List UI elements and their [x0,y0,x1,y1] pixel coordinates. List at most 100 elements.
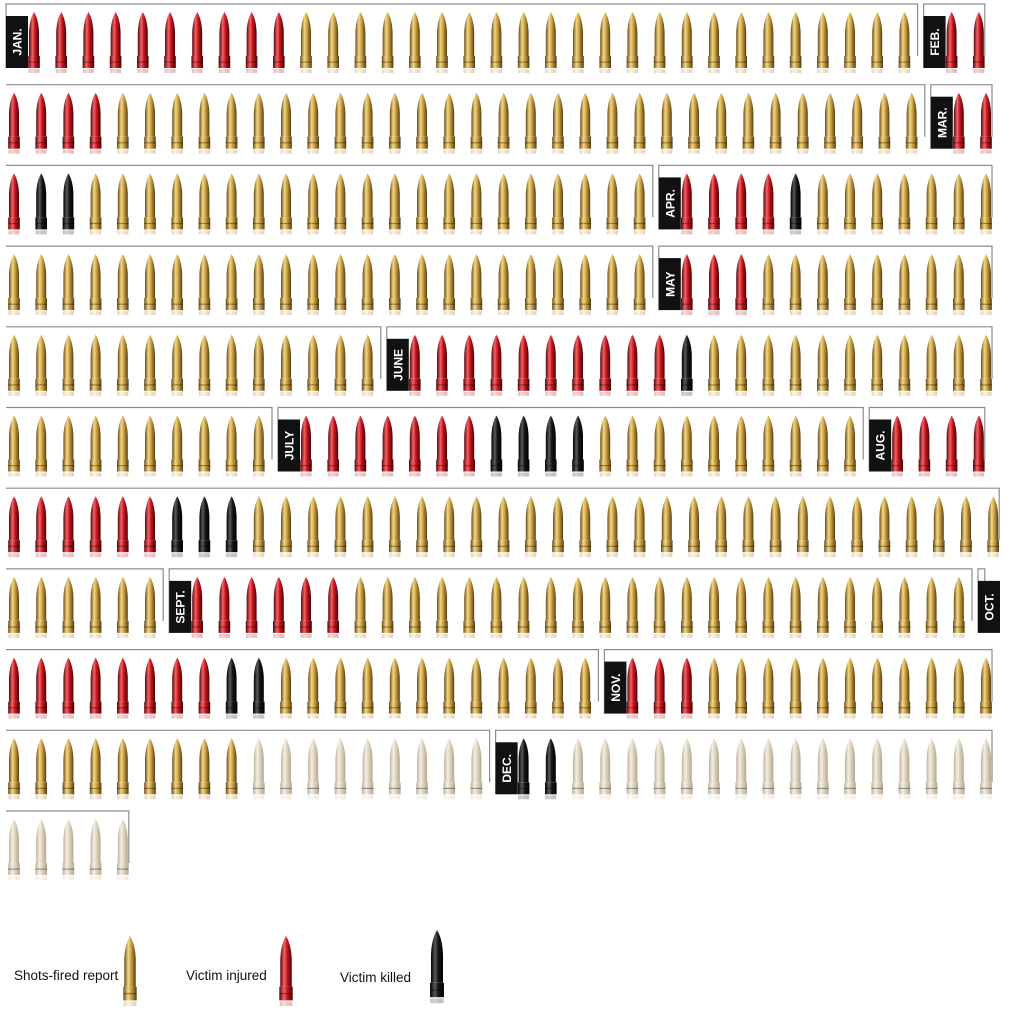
bullet-faded [416,738,428,800]
bullet-injured [681,657,693,719]
month-bracket-line [6,406,273,460]
bullet-injured [681,173,693,235]
bullet-injured [62,92,75,154]
bullet-shots-fired [735,576,747,638]
bullet-shots-fired [470,254,483,316]
bullet-shots-fired [198,415,211,477]
bullet-shots-fired [144,576,156,638]
bullet-shots-fired [688,92,700,154]
bullet-faded [980,738,992,800]
bullet-shots-fired [409,12,421,73]
bullet-shots-fired [389,496,401,558]
bullet-shots-fired [762,12,775,73]
bullet-shots-fired [762,415,775,477]
bullet-shots-fired [252,92,265,154]
bullet-shots-fired [844,334,856,396]
bullet-shots-fired [824,496,836,558]
bullet-shots-fired [572,12,584,73]
bullet-shots-fired [334,173,347,235]
bullet-shots-fired [280,496,292,558]
bullet-shots-fired [436,576,448,638]
bullet-injured [327,415,339,477]
bullet-faded [280,738,292,800]
bullet-faded [443,738,455,800]
month-label-mar: MAR. [930,96,953,149]
bullet-injured [8,173,20,235]
bullet-injured [490,334,503,396]
bullet-shots-fired [953,657,965,719]
bullet-shots-fired [416,92,428,154]
bullet-injured [144,657,156,719]
bullet-injured [973,415,985,477]
bullet-injured [300,576,312,638]
bullet-shots-fired [389,92,401,154]
bullet-shots-fired [789,254,802,316]
bullet-shots-fired [361,496,374,558]
bullet-injured [945,12,958,73]
bullet-shots-fired [280,334,292,396]
svg-text:DEC.: DEC. [500,754,514,783]
bullet-shots-fired [198,92,211,154]
bullet-shots-fired [416,254,428,316]
bullet-shots-fired [144,173,156,235]
bullet-injured [436,334,448,396]
bullet-shots-fired [307,92,319,154]
legend-black-bullet [430,930,444,1004]
bullet-faded [898,738,911,800]
bullet-shots-fired [252,334,265,396]
bullet-shots-fired [769,496,782,558]
bullet-shots-fired [280,173,292,235]
bullet-shots-fired [443,657,455,719]
bullet-shots-fired [871,576,883,638]
bullet-shots-fired [361,657,374,719]
bullet-shots-fired [443,92,455,154]
bullet-injured [708,173,720,235]
bullet-faded [470,738,483,800]
bullet-injured [8,496,20,558]
bullet-shots-fired [525,657,537,719]
bullet-faded [626,738,639,800]
bullet-faded [871,738,883,800]
bullet-shots-fired [525,92,537,154]
bullet-shots-fired [960,496,972,558]
month-bracket-line [6,649,599,702]
bullet-shots-fired [117,92,129,154]
bullet-shots-fired [606,496,619,558]
bullet-shots-fired [89,738,102,800]
bullet-shots-fired [653,12,666,73]
svg-text:AUG.: AUG. [874,431,888,461]
bullet-shots-fired [436,12,448,73]
bullet-shots-fired [980,173,992,235]
svg-text:JULY: JULY [283,431,297,461]
bullet-shots-fired [280,92,292,154]
bullet-faded [708,738,720,800]
bullet-shots-fired [898,173,911,235]
bullet-shots-fired [715,92,727,154]
bullet-shots-fired [789,415,802,477]
bullet-faded [334,738,347,800]
bullet-shots-fired [225,92,238,154]
bullet-shots-fired [389,254,401,316]
bullet-shots-fired [89,254,102,316]
bullet-shots-fired [817,12,829,73]
bullet-injured [409,334,421,396]
bullet-shots-fired [416,657,428,719]
bullet-faded [789,738,802,800]
bullet-shots-fired [416,173,428,235]
bullet-injured [198,657,211,719]
bullet-shots-fired [789,576,802,638]
bullet-faded [252,738,265,800]
bullet-shots-fired [817,576,829,638]
bullet-faded [572,738,584,800]
bullet-shots-fired [905,496,918,558]
bullet-shots-fired [817,334,829,396]
bullet-shots-fired [497,173,510,235]
bullet-killed [517,738,530,800]
bullet-shots-fired [307,496,319,558]
bullet-shots-fired [552,496,564,558]
month-bracket-line [6,164,654,218]
bullet-shots-fired [8,334,20,396]
bullet-shots-fired [797,92,809,154]
bullet-injured [980,92,992,154]
svg-text:SEPT.: SEPT. [174,590,188,623]
